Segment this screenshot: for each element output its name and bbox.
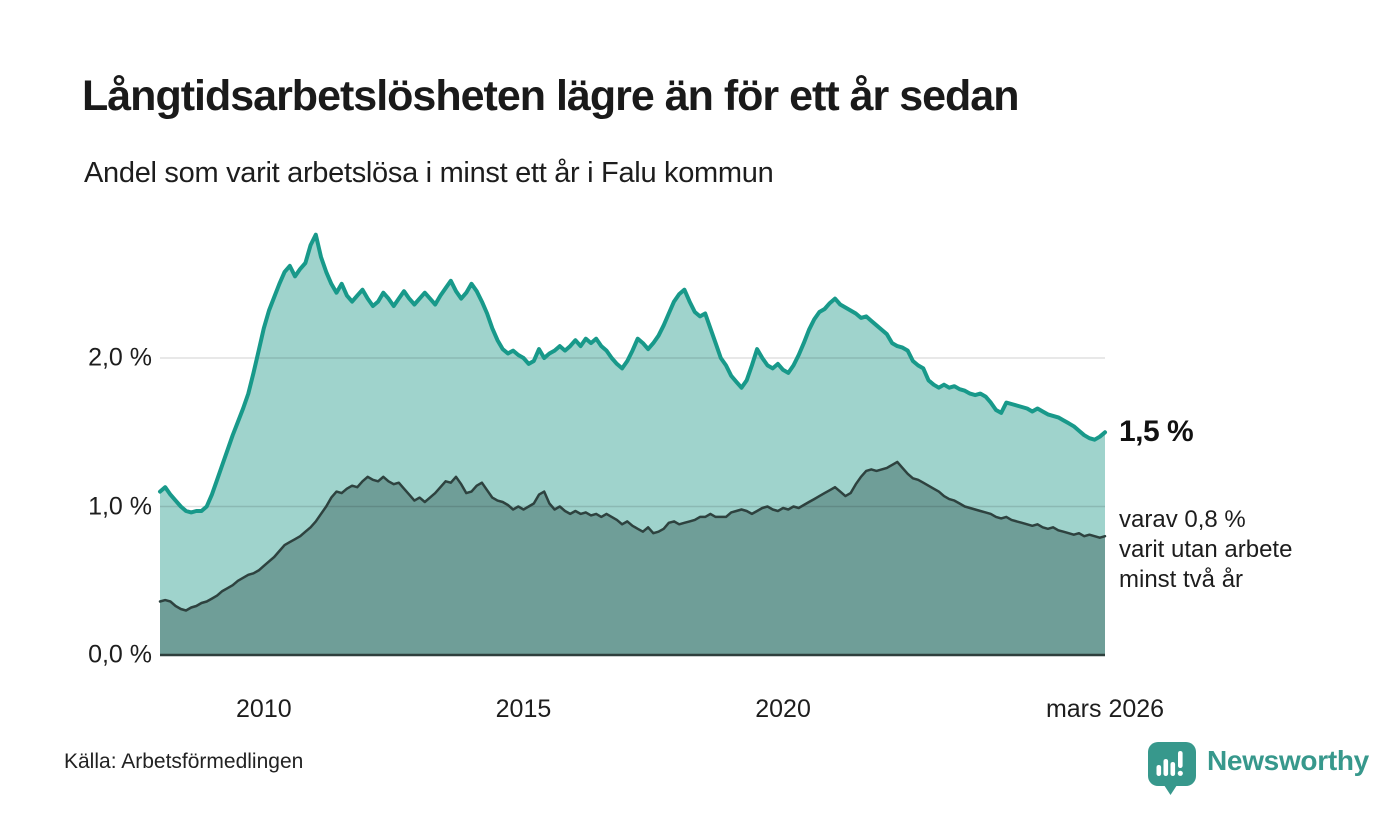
- x-tick-label: 2020: [755, 695, 811, 723]
- x-tick-label: mars 2026: [1045, 695, 1165, 723]
- latest-value-annotation: 1,5 %: [1119, 415, 1194, 449]
- series-line: [158, 460, 1107, 612]
- x-tick-label: 2010: [236, 695, 292, 723]
- newsworthy-icon: [1148, 742, 1196, 795]
- two-year-annotation: varav 0,8 % varit utan arbete minst två …: [1119, 505, 1292, 595]
- y-tick-label: 0,0 %: [88, 640, 152, 669]
- page-title: Långtidsarbetslösheten lägre än för ett …: [82, 72, 1019, 120]
- two-year-annotation-line1: varav 0,8 %: [1119, 506, 1246, 534]
- two-year-annotation-line3: minst två år: [1119, 566, 1244, 594]
- two-year-annotation-line2: varit utan arbete: [1119, 536, 1293, 564]
- x-tick-label: 2015: [495, 695, 552, 723]
- series-area-1: [160, 461, 1105, 655]
- series-line: [158, 232, 1107, 515]
- y-tick-label: 1,0 %: [88, 492, 152, 520]
- page-subtitle: Andel som varit arbetslösa i minst ett å…: [84, 157, 774, 189]
- source-credit: Källa: Arbetsförmedlingen: [64, 750, 304, 773]
- y-tick-label: 2,0 %: [88, 343, 152, 372]
- brand-name: Newsworthy: [1207, 745, 1369, 776]
- brand-logo: Newsworthy: [1148, 742, 1369, 800]
